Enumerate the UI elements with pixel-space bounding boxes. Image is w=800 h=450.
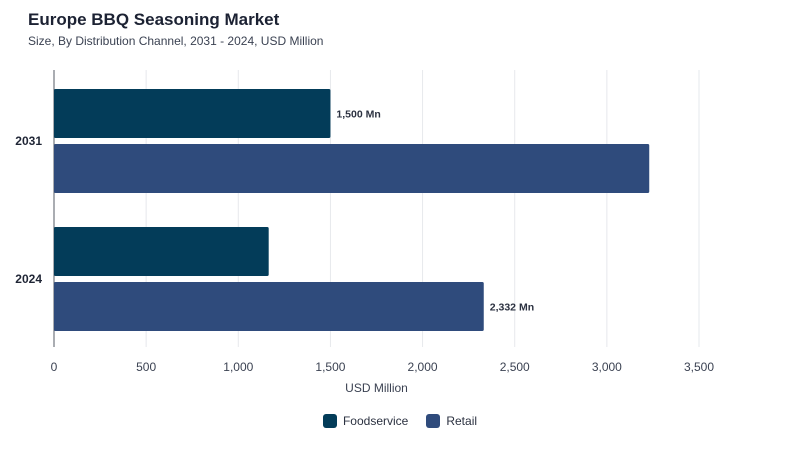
x-axis-label: USD Million: [345, 381, 408, 395]
x-tick-label: 0: [51, 360, 58, 374]
x-tick-label: 500: [136, 360, 156, 374]
bar-retail-2024: [54, 282, 484, 331]
bar-chart: 0 500 1,000 1,500 2,000 2,500 3,000 3,500 USD Mi…: [15, 70, 714, 395]
x-tick-label: 3,500: [684, 360, 714, 374]
y-category-label: 2031: [15, 134, 42, 148]
x-tick-label: 2,500: [500, 360, 530, 374]
data-label: 2,332 Mn: [490, 302, 534, 314]
bar-foodservice-2031: [54, 89, 331, 138]
legend-item-retail[interactable]: Retail: [426, 414, 477, 428]
x-tick-label: 1,000: [223, 360, 253, 374]
chart-subtitle: Size, By Distribution Channel, 2031 - 20…: [28, 34, 324, 48]
legend-swatch-foodservice: [322, 414, 337, 428]
x-tick-label: 1,500: [315, 360, 345, 374]
legend-item-foodservice[interactable]: Foodservice: [322, 414, 409, 428]
legend-label-retail: Retail: [446, 414, 478, 428]
legend-label-foodservice: Foodservice: [342, 414, 409, 428]
bar-foodservice-2024: [54, 227, 269, 276]
bar-retail-2031: [54, 144, 650, 193]
y-category-label: 2024: [15, 272, 42, 286]
x-tick-label: 3,000: [592, 360, 622, 374]
data-label: 1,500 Mn: [336, 109, 380, 121]
legend-swatch-retail: [426, 414, 441, 428]
x-tick-label: 2,000: [408, 360, 438, 374]
chart-title: Europe BBQ Seasoning Market: [28, 10, 280, 29]
chart-legend: Foodservice Retail: [0, 414, 800, 428]
